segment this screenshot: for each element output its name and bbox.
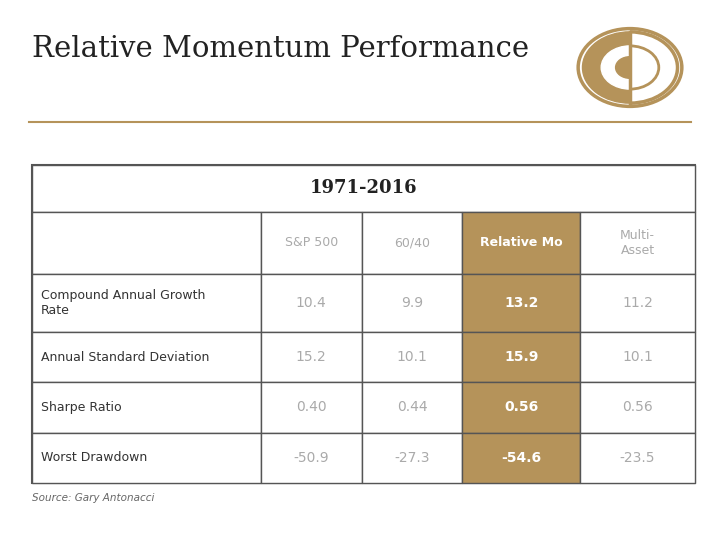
Text: 0.56: 0.56 [622, 401, 653, 415]
Text: 15.9: 15.9 [504, 350, 539, 364]
Bar [580, 212, 695, 274]
Text: Relative Mo: Relative Mo [480, 237, 562, 249]
Bar [580, 332, 695, 382]
Text: 10.1: 10.1 [622, 350, 653, 364]
Bar [261, 274, 361, 332]
Text: S&P 500: S&P 500 [284, 237, 338, 249]
Text: Worst Drawdown: Worst Drawdown [41, 451, 148, 464]
Bar [361, 212, 462, 274]
Bar [261, 332, 361, 382]
Text: Source: Gary Antonacci: Source: Gary Antonacci [32, 493, 155, 503]
Bar [32, 212, 261, 274]
Text: Relative Momentum Performance: Relative Momentum Performance [32, 35, 529, 63]
Text: 60/40: 60/40 [394, 237, 430, 249]
Text: 1971-2016: 1971-2016 [310, 179, 418, 197]
Bar [462, 433, 580, 483]
Text: 11.2: 11.2 [622, 296, 653, 310]
Text: 0.44: 0.44 [397, 401, 427, 415]
Bar [462, 332, 580, 382]
Bar [361, 274, 462, 332]
Text: Compound Annual Growth
Rate: Compound Annual Growth Rate [41, 289, 205, 317]
Bar [261, 382, 361, 433]
Bar [261, 212, 361, 274]
Text: 10.1: 10.1 [397, 350, 428, 364]
Text: 0.56: 0.56 [504, 401, 539, 415]
Text: Multi-
Asset: Multi- Asset [620, 229, 655, 257]
Bar [32, 274, 261, 332]
Text: Sharpe Ratio: Sharpe Ratio [41, 401, 122, 414]
Text: Annual Standard Deviation: Annual Standard Deviation [41, 350, 210, 363]
Bar [361, 332, 462, 382]
Text: 0.40: 0.40 [296, 401, 327, 415]
Bar [32, 165, 695, 483]
Bar [462, 274, 580, 332]
Bar [361, 433, 462, 483]
Text: 15.2: 15.2 [296, 350, 327, 364]
Text: 10.4: 10.4 [296, 296, 327, 310]
Wedge shape [582, 32, 630, 103]
Bar [462, 382, 580, 433]
Bar [32, 332, 261, 382]
Bar [580, 382, 695, 433]
Bar [32, 382, 261, 433]
Wedge shape [616, 57, 630, 78]
Text: -50.9: -50.9 [294, 451, 329, 465]
Text: -54.6: -54.6 [501, 451, 541, 465]
Bar [462, 212, 580, 274]
Text: 13.2: 13.2 [504, 296, 539, 310]
Bar [32, 433, 261, 483]
Text: -27.3: -27.3 [395, 451, 430, 465]
Bar [32, 165, 695, 212]
Bar [580, 433, 695, 483]
Bar [580, 274, 695, 332]
Bar [361, 382, 462, 433]
Wedge shape [601, 46, 630, 89]
Text: -23.5: -23.5 [620, 451, 655, 465]
Bar [261, 433, 361, 483]
Text: 9.9: 9.9 [401, 296, 423, 310]
